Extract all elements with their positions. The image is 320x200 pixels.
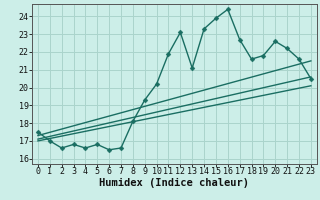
X-axis label: Humidex (Indice chaleur): Humidex (Indice chaleur): [100, 178, 249, 188]
